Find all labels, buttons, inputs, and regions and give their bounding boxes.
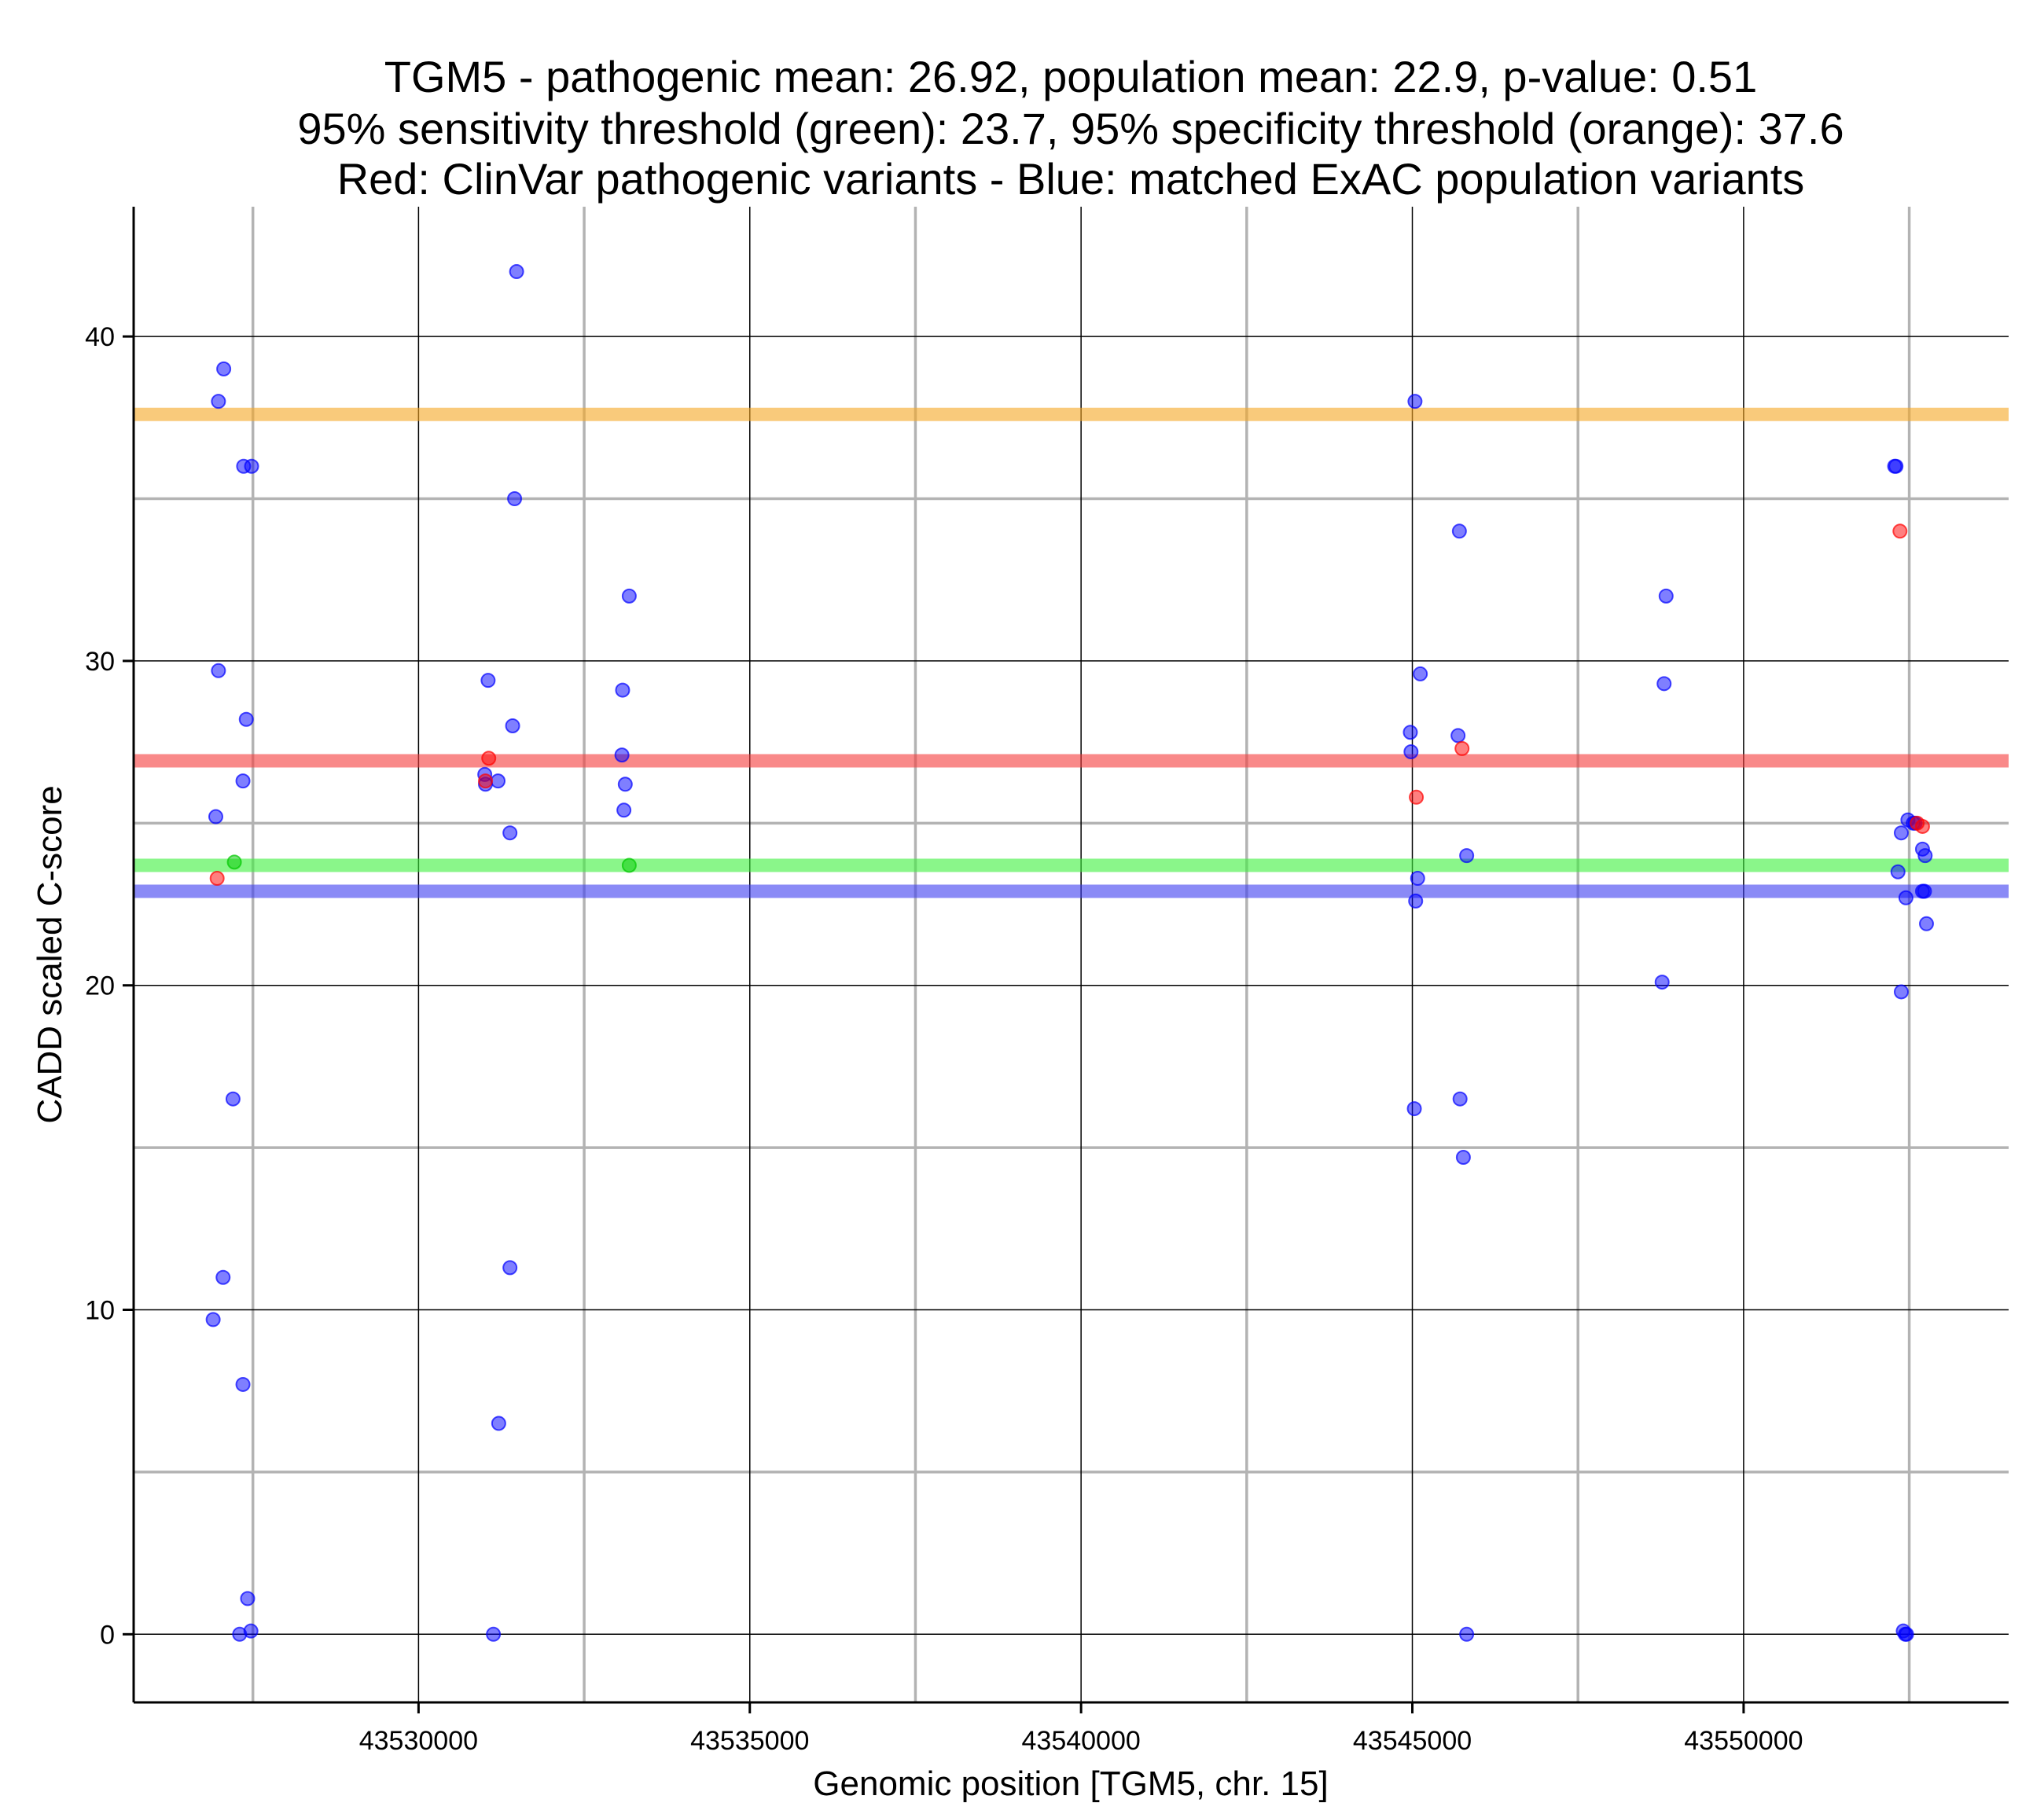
data-point <box>225 1091 241 1107</box>
data-point <box>226 854 242 870</box>
data-point <box>238 711 254 727</box>
x-tick-label: 43530000 <box>359 1726 478 1756</box>
title-line-3: Red: ClinVar pathogenic variants - Blue:… <box>337 154 1805 204</box>
data-point <box>235 1376 251 1392</box>
data-point <box>1406 1101 1422 1117</box>
data-point <box>1451 523 1467 539</box>
data-point <box>480 673 496 689</box>
data-point <box>244 458 259 474</box>
data-point <box>216 361 232 376</box>
data-point <box>1413 666 1428 681</box>
data-point <box>1403 744 1419 760</box>
data-point <box>209 870 225 886</box>
y-tick-label: 20 <box>85 971 115 1001</box>
data-point <box>505 718 520 733</box>
data-point <box>1914 818 1930 834</box>
data-point <box>502 825 518 841</box>
data-point <box>205 1312 221 1327</box>
data-point <box>240 1591 256 1607</box>
data-point <box>1408 893 1424 909</box>
data-point <box>1654 975 1670 990</box>
y-tick-label: 10 <box>85 1296 115 1326</box>
data-point <box>1402 725 1418 740</box>
data-point <box>1917 883 1932 899</box>
x-tick-label: 43535000 <box>690 1726 809 1756</box>
data-point <box>1452 1091 1468 1107</box>
y-axis-title: CADD scaled C-score <box>31 785 69 1123</box>
data-point <box>621 588 637 604</box>
data-points <box>205 264 1934 1642</box>
data-point <box>614 747 630 763</box>
data-point <box>1898 890 1913 905</box>
x-tick-label: 43540000 <box>1022 1726 1141 1756</box>
major-gridlines <box>134 207 2009 1702</box>
y-axis-ticks: 0 10 20 30 40 <box>85 322 134 1650</box>
data-point <box>491 1416 506 1431</box>
data-point <box>1454 740 1470 756</box>
data-point <box>1893 984 1909 1000</box>
x-tick-label: 43550000 <box>1684 1726 1803 1756</box>
data-point <box>1459 1626 1475 1642</box>
data-point <box>615 682 630 698</box>
y-tick-label: 30 <box>85 647 115 677</box>
data-point <box>211 663 226 678</box>
chart-title: TGM5 - pathogenic mean: 26.92, populatio… <box>297 52 1844 204</box>
x-tick-label: 43545000 <box>1353 1726 1472 1756</box>
data-point <box>1892 523 1908 539</box>
data-point <box>486 1626 502 1642</box>
data-point <box>1455 1149 1471 1165</box>
data-point <box>478 773 494 789</box>
data-point <box>1917 848 1933 864</box>
data-point <box>235 773 251 789</box>
data-point <box>616 802 632 818</box>
reference-lines <box>134 407 2009 898</box>
data-point <box>1918 916 1934 931</box>
data-point <box>1407 394 1423 409</box>
data-point <box>1658 588 1674 604</box>
data-point <box>502 1260 518 1276</box>
data-point <box>621 857 637 873</box>
y-tick-label: 0 <box>100 1620 115 1650</box>
data-point <box>507 491 523 507</box>
data-point <box>1890 864 1906 879</box>
data-point <box>1656 676 1672 692</box>
data-point <box>215 1269 231 1285</box>
data-point <box>491 773 506 789</box>
data-point <box>1450 728 1466 744</box>
data-point <box>208 809 224 824</box>
data-point <box>1893 825 1909 841</box>
data-point <box>1409 789 1425 805</box>
x-axis-ticks: 43530000 43535000 43540000 43545000 43550000 <box>359 1702 1803 1756</box>
data-point <box>1410 870 1425 886</box>
x-axis-title: Genomic position [TGM5, chr. 15] <box>813 1764 1328 1803</box>
title-line-1: TGM5 - pathogenic mean: 26.92, populatio… <box>384 52 1757 101</box>
data-point <box>1888 458 1904 474</box>
minor-gridlines <box>134 207 2009 1702</box>
data-point <box>617 777 633 792</box>
data-point <box>232 1626 248 1642</box>
title-line-2: 95% sensitivity threshold (green): 23.7,… <box>297 104 1844 153</box>
y-tick-label: 40 <box>85 322 115 352</box>
data-point <box>211 394 226 409</box>
data-point <box>509 264 524 280</box>
data-point <box>1459 848 1475 864</box>
data-point <box>481 751 497 766</box>
data-point <box>1899 1626 1914 1642</box>
